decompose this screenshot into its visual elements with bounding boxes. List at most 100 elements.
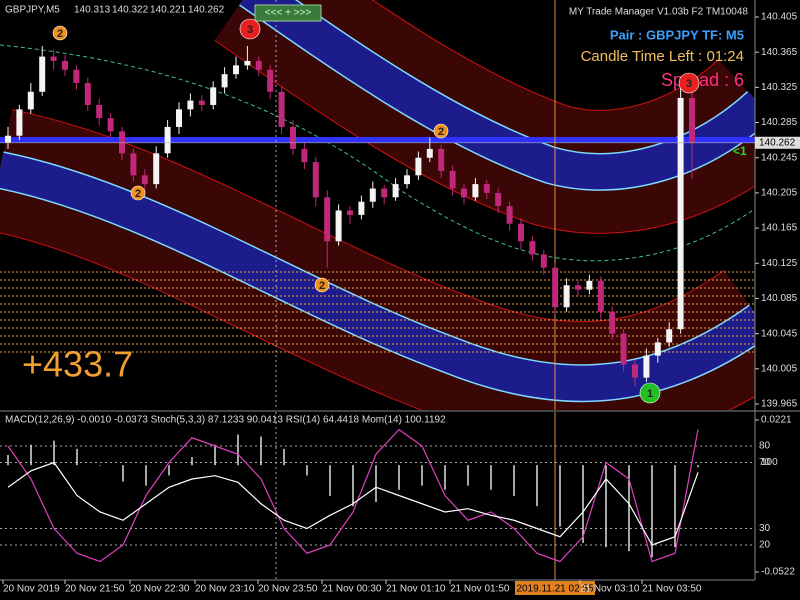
tm-spread: Spread : 6 bbox=[661, 70, 744, 90]
candle-body bbox=[552, 267, 559, 308]
x-tick-label: 20 Nov 21:50 bbox=[65, 584, 125, 595]
x-tick-label: 21 Nov 01:50 bbox=[450, 584, 510, 595]
candle-body bbox=[449, 170, 456, 189]
x-tick-label: 20 Nov 23:10 bbox=[195, 584, 255, 595]
y-tick-label: 140.005 bbox=[761, 363, 798, 374]
candle-body bbox=[335, 210, 342, 242]
signal-label: 1 bbox=[647, 388, 653, 400]
macd-bar bbox=[168, 465, 170, 476]
candle-body bbox=[39, 56, 46, 92]
macd-bar bbox=[674, 465, 676, 548]
candle-body bbox=[96, 104, 103, 119]
rsi-line bbox=[7, 461, 699, 546]
signal-marker bbox=[314, 277, 330, 293]
candle-body bbox=[141, 175, 148, 185]
nav-button-label[interactable]: <<< + >>> bbox=[265, 8, 312, 19]
candle-body bbox=[187, 100, 194, 110]
candle-body bbox=[119, 131, 125, 154]
y-tick-label: 20 bbox=[759, 540, 771, 551]
ohlc: 140.313 bbox=[74, 5, 111, 16]
macd-bar bbox=[306, 465, 308, 476]
y-tick-label: 140.285 bbox=[761, 117, 798, 128]
macd-bar bbox=[375, 465, 377, 503]
x-tick-label: 21 Nov 03:50 bbox=[642, 584, 702, 595]
candle-body bbox=[529, 241, 536, 255]
candle-body bbox=[575, 285, 581, 290]
macd-bar bbox=[283, 448, 285, 466]
candle-body bbox=[198, 100, 205, 105]
macd-bar bbox=[237, 434, 239, 466]
x-tick-label: 21 Nov 01:10 bbox=[386, 584, 446, 595]
tm-pair: Pair : GBPJPY TF: M5 bbox=[610, 27, 744, 42]
tm-candle-time: Candle Time Left : 01:24 bbox=[581, 48, 744, 65]
candle-body bbox=[324, 197, 331, 242]
order-lines bbox=[0, 271, 755, 353]
candle-body bbox=[677, 97, 684, 330]
candle-body bbox=[358, 201, 365, 215]
y-tick-label: -0.0522 bbox=[761, 567, 795, 578]
candle-body bbox=[643, 355, 650, 378]
time-cursor-box bbox=[515, 581, 595, 595]
candle-body bbox=[347, 210, 353, 215]
candle-body bbox=[130, 153, 137, 176]
last-price-label: 140.262 bbox=[759, 137, 796, 148]
signal-marker bbox=[433, 123, 449, 139]
candle-body bbox=[518, 223, 524, 242]
macd-bar bbox=[559, 465, 561, 527]
candle-body bbox=[620, 333, 627, 365]
y-tick-label: 140.165 bbox=[761, 223, 798, 234]
candle-body bbox=[153, 153, 160, 185]
y-tick-label: 140.085 bbox=[761, 293, 798, 304]
candle-body bbox=[495, 192, 502, 207]
signal-marker bbox=[678, 72, 700, 94]
macd-bar bbox=[76, 448, 78, 466]
macd-bar bbox=[651, 465, 653, 558]
candle-body bbox=[381, 188, 388, 198]
y-tick-label: 140.125 bbox=[761, 258, 798, 269]
macd-bar bbox=[490, 465, 492, 490]
level-line bbox=[0, 137, 755, 143]
macd-bar bbox=[214, 444, 216, 466]
stoch-line bbox=[7, 428, 699, 563]
candle-body bbox=[609, 311, 616, 334]
candle-body bbox=[632, 364, 638, 378]
ohlc: 140.322 bbox=[112, 5, 149, 16]
macd-bar bbox=[122, 465, 124, 482]
candle-body bbox=[415, 157, 422, 176]
candle-body bbox=[84, 82, 91, 105]
macd-bar bbox=[260, 436, 262, 466]
candle-body bbox=[50, 56, 57, 61]
candle-body bbox=[312, 162, 319, 198]
candle-body bbox=[5, 135, 11, 143]
macd-bar bbox=[467, 465, 469, 486]
macd-bar bbox=[398, 465, 400, 490]
nav-button[interactable] bbox=[254, 4, 322, 22]
candle-body bbox=[255, 60, 262, 70]
macd-bar bbox=[329, 465, 331, 496]
y-tick-label: 140.205 bbox=[761, 188, 798, 199]
macd-bar bbox=[191, 457, 193, 466]
macd-bar bbox=[628, 465, 630, 552]
macd-bar bbox=[536, 465, 538, 507]
candle-body bbox=[369, 188, 376, 202]
signal-marker bbox=[639, 382, 661, 404]
candle-body bbox=[483, 184, 490, 193]
signal-label: 3 bbox=[686, 78, 692, 90]
y-tick-label: 30 bbox=[759, 523, 771, 534]
y-tick-label: 80 bbox=[759, 441, 771, 452]
candle-body bbox=[73, 69, 80, 83]
profit: +433.7 bbox=[22, 344, 133, 385]
time-cursor: 2019.11.21 02:55 bbox=[516, 584, 594, 595]
candle-body bbox=[540, 254, 547, 268]
tm-title: MY Trade Manager V1.03b F2 TM10048 bbox=[569, 7, 749, 18]
y-tick-label: 0.0221 bbox=[761, 415, 792, 426]
candle-body bbox=[62, 60, 68, 70]
ohlc: 140.221 bbox=[150, 5, 187, 16]
macd-bar bbox=[145, 465, 147, 486]
y-tick-label: 139.965 bbox=[761, 399, 798, 410]
symbol-header: GBPJPY,M5 bbox=[5, 5, 60, 16]
y-tick-label: 140.045 bbox=[761, 328, 798, 339]
signal-marker bbox=[52, 25, 68, 41]
macd-bar bbox=[99, 465, 101, 466]
